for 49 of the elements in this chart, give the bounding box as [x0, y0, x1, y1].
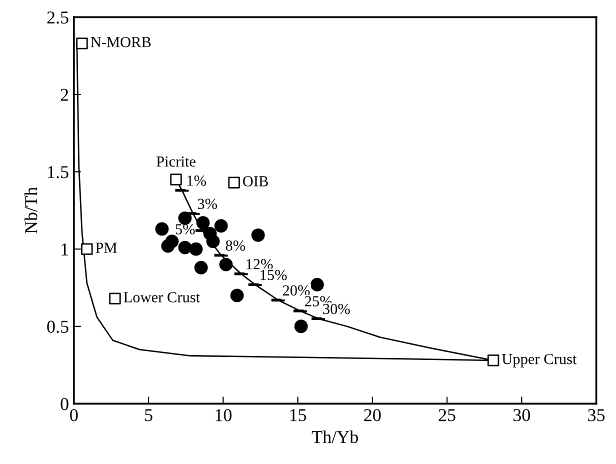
y-tick-label: 0 [60, 398, 68, 410]
y-tick-label: 2.5 [47, 11, 68, 24]
x-tick-label: 5 [145, 409, 152, 422]
point [228, 176, 240, 188]
point [196, 216, 210, 230]
annotation: 3% [198, 198, 218, 210]
annotation: 15% [260, 270, 287, 280]
annotation: N-MORB [90, 37, 151, 48]
point [178, 240, 192, 254]
point [81, 243, 93, 255]
point [294, 320, 308, 334]
x-axis-title: Th/Yb [312, 430, 358, 444]
y-tick-label: 1.5 [48, 166, 68, 178]
y-tick-label: 2 [60, 88, 68, 101]
point [155, 222, 169, 236]
x-tick-label: 0 [70, 409, 78, 422]
annotation: 12% [246, 259, 273, 270]
point [214, 219, 228, 233]
x-tick-label: 10 [216, 409, 232, 422]
x-tick-label: 25 [438, 409, 456, 422]
point [189, 242, 203, 256]
x-tick-label: 20 [364, 409, 381, 422]
y-tick-label: 0.5 [47, 320, 68, 333]
point [206, 234, 220, 248]
x-tick-label: 35 [588, 409, 605, 422]
annotation: 5% [176, 224, 195, 234]
point [219, 258, 233, 272]
point [170, 174, 182, 186]
point [310, 278, 324, 292]
point [230, 288, 244, 302]
x-tick-label: 30 [514, 409, 530, 422]
annotation: Upper Crust [502, 354, 577, 368]
point [194, 260, 208, 274]
point [76, 38, 88, 50]
x-tick-label: 15 [290, 409, 306, 422]
point [161, 239, 175, 253]
annotation: PM [96, 242, 117, 253]
annotation: 8% [226, 240, 246, 251]
point [178, 211, 192, 225]
annotation: 1% [187, 176, 206, 186]
y-axis-title: Nb/Th [24, 187, 38, 234]
y-tick-label: 1 [62, 243, 68, 256]
point [487, 354, 500, 366]
point [251, 228, 265, 242]
annotation: OIB [243, 176, 268, 186]
annotation: 20% [282, 285, 310, 296]
annotation: Picrite [156, 156, 196, 167]
point [109, 292, 121, 304]
annotation: Lower Crust [124, 292, 200, 302]
